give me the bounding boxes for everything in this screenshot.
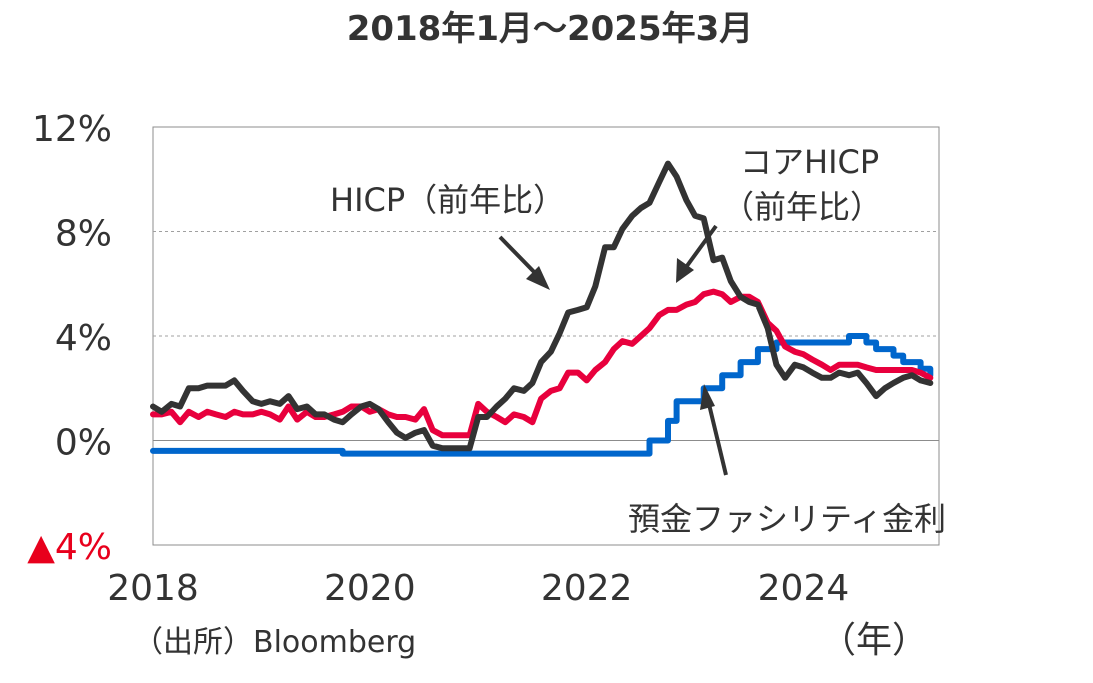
series-line-deposit — [150, 333, 934, 457]
series-line-core — [150, 288, 934, 439]
y-tick-label: 8% — [55, 214, 112, 255]
source-note: （出所）Bloomberg — [133, 625, 416, 660]
y-tick-label: 12% — [32, 109, 112, 150]
chart-title: 2018年1月～2025年3月 — [347, 9, 754, 49]
arrow-deposit — [700, 384, 728, 476]
y-tick-label: ▲4% — [27, 527, 112, 568]
x-axis-unit-label: （年） — [820, 620, 928, 661]
y-tick-label: 4% — [55, 318, 112, 359]
series-lines — [150, 160, 934, 457]
arrow-hicp — [498, 235, 550, 290]
x-tick-label: 2018 — [107, 568, 199, 609]
axis-ticks: 12% 8% 4% 0% ▲4%2018 2020 2022 2024 — [27, 109, 849, 609]
y-tick-label: 0% — [55, 423, 112, 464]
x-tick-label: 2020 — [324, 568, 416, 609]
annotation-core-line1: コアHICP — [740, 143, 879, 181]
annotation-core-line2: （前年比） — [722, 188, 882, 226]
x-tick-label: 2024 — [758, 568, 850, 609]
arrow-core — [676, 224, 718, 283]
annotation-deposit: 預金ファシリティ金利 — [628, 500, 946, 538]
x-tick-label: 2022 — [541, 568, 633, 609]
annotation-hicp: HICP（前年比） — [330, 181, 565, 219]
series-line-hicp — [150, 160, 934, 452]
gridlines — [153, 231, 939, 441]
